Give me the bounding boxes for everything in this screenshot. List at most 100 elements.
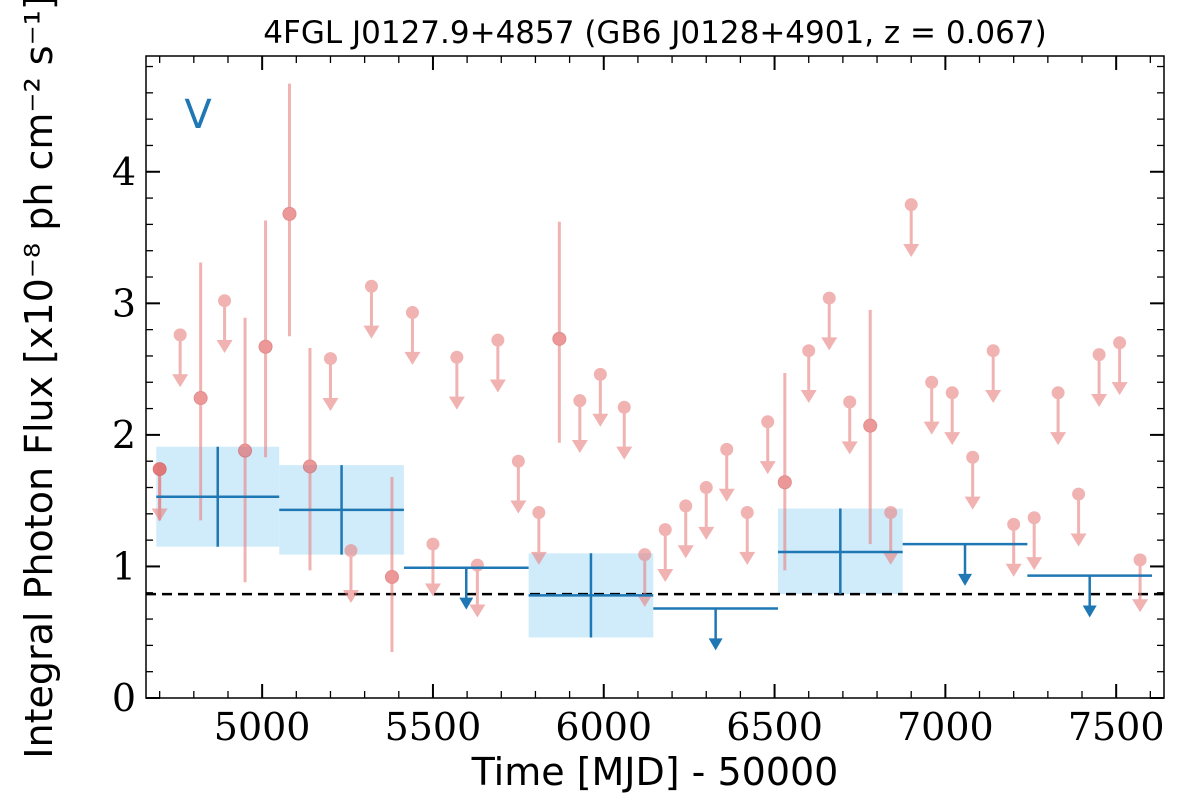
short-bin-ul-marker	[1113, 336, 1127, 350]
short-bin-ul-marker	[986, 344, 1000, 358]
short-bin-upper-limit-38	[1132, 553, 1149, 613]
short-bin-marker	[552, 331, 567, 346]
short-bin-upper-limit-30	[964, 450, 981, 510]
short-bin-ul-arrowhead	[923, 421, 940, 435]
short-bin-ul-marker	[925, 375, 939, 389]
short-bin-upper-limit-12	[530, 506, 547, 565]
short-bin-ul-marker	[1072, 487, 1086, 501]
short-bin-ul-arrowhead	[1050, 432, 1067, 446]
short-bin-ul-marker	[1007, 517, 1021, 531]
short-bin-upper-limit-21	[739, 506, 756, 565]
long-bin-ul-arrowhead	[1082, 605, 1097, 618]
short-bin-ul-marker	[740, 506, 754, 520]
x-tick-label: 7000	[897, 705, 994, 749]
short-bin-ul-arrowhead	[882, 551, 899, 565]
long-bin-point-2	[528, 553, 654, 638]
short-bin-point-2	[238, 317, 253, 583]
long-bin-ul-arrowhead	[459, 597, 474, 610]
short-bin-ul-marker	[822, 291, 836, 305]
short-bin-upper-limit-25	[841, 395, 858, 455]
short-bin-ul-arrowhead	[510, 500, 527, 514]
short-bin-upper-limit-18	[677, 499, 694, 559]
short-bin-point-0	[152, 462, 167, 521]
short-bin-ul-marker	[802, 344, 816, 358]
short-bin-upper-limit-28	[923, 375, 940, 435]
short-bin-ul-marker	[593, 367, 607, 381]
short-bin-upper-limit-11	[510, 454, 527, 514]
short-bin-upper-limit-10	[489, 333, 506, 393]
short-bin-upper-limit-23	[800, 344, 817, 404]
short-bin-upper-limit-7	[424, 537, 441, 597]
short-bin-ul-arrowhead	[759, 461, 776, 475]
long-bin-ul-arrowhead	[708, 638, 723, 651]
short-bin-ul-marker	[1133, 553, 1147, 567]
y-axis-label: Integral Photon Flux [x10⁻⁸ ph cm⁻² s⁻¹]	[17, 0, 61, 759]
short-bin-point-4	[282, 83, 297, 337]
chart-title: 4FGL J0127.9+4857 (GB6 J0128+4901, z = 0…	[263, 15, 1046, 51]
long-bin-point-0	[156, 446, 280, 547]
short-bin-ul-marker	[218, 294, 232, 308]
axes: 5000 5500 6000 6500 7000 7500 0 1 2 3 4	[112, 55, 1165, 749]
long-bin-upper-limit-0	[403, 566, 529, 610]
short-bin-ul-arrowhead	[469, 604, 486, 618]
short-bin-ul-arrowhead	[1026, 557, 1043, 571]
short-bin-ul-marker	[344, 544, 358, 558]
short-bin-ul-arrowhead	[530, 551, 547, 565]
short-bin-ul-marker	[884, 506, 898, 520]
variability-flag: V	[184, 92, 212, 138]
short-bin-ul-marker	[491, 333, 505, 347]
short-bin-ul-arrowhead	[489, 379, 506, 393]
short-bin-marker	[384, 569, 399, 584]
short-bin-ul-marker	[617, 400, 631, 414]
short-bin-upper-limit-13	[571, 394, 588, 454]
short-bin-upper-limit-33	[1026, 511, 1043, 571]
short-bin-upper-limit-16	[636, 548, 653, 607]
short-bin-point-8	[777, 373, 792, 571]
short-bin-marker	[302, 459, 317, 474]
short-bin-ul-marker	[532, 506, 546, 520]
y-tick-label: 0	[112, 676, 136, 720]
short-bin-upper-limit-5	[363, 279, 380, 339]
short-bin-ul-arrowhead	[1132, 599, 1149, 613]
short-bin-upper-limit-6	[404, 306, 421, 365]
short-bin-ul-marker	[1092, 348, 1106, 362]
short-bin-upper-limit-20	[718, 442, 735, 502]
short-bin-point-7	[552, 221, 567, 443]
short-bin-upper-limit-24	[821, 291, 838, 351]
short-bin-ul-marker	[720, 442, 734, 456]
short-bin-ul-arrowhead	[944, 432, 961, 446]
long-bin-upper-limit-3	[1027, 574, 1153, 618]
short-bin-ul-marker	[904, 198, 918, 212]
short-bin-ul-arrowhead	[698, 526, 715, 540]
long-bin-point-1	[279, 465, 404, 555]
short-bin-upper-limit-1	[172, 328, 189, 388]
short-bin-upper-limit-22	[759, 415, 776, 475]
short-bin-ul-arrowhead	[800, 390, 817, 404]
y-tick-label: 3	[112, 281, 136, 325]
short-bin-ul-marker	[843, 395, 857, 409]
short-bin-ul-arrowhead	[1091, 393, 1108, 407]
short-bin-ul-marker	[1051, 386, 1065, 400]
short-bin-ul-marker	[405, 306, 419, 320]
short-bin-point-5	[302, 348, 317, 571]
long-bin-upper-limit-2	[902, 542, 1028, 586]
short-bin-ul-arrowhead	[903, 244, 920, 258]
short-bin-ul-marker	[945, 386, 959, 400]
short-bin-ul-marker	[658, 523, 672, 537]
y-tick-label: 4	[112, 150, 136, 194]
short-bin-upper-limit-2	[216, 294, 233, 354]
short-bin-upper-limit-8	[448, 350, 465, 410]
short-bin-ul-arrowhead	[1111, 382, 1128, 396]
plot-area-marks	[146, 83, 1164, 652]
short-bin-ul-marker	[511, 454, 525, 468]
short-bin-upper-limit-32	[1005, 517, 1022, 577]
short-bin-upper-limit-14	[592, 367, 609, 427]
short-bin-ul-arrowhead	[448, 396, 465, 410]
short-bin-upper-limit-15	[616, 400, 633, 460]
x-tick-label: 6000	[555, 705, 652, 749]
short-bin-ul-arrowhead	[404, 351, 421, 365]
short-bin-ul-arrowhead	[571, 440, 588, 454]
y-tick-label: 1	[112, 544, 136, 588]
